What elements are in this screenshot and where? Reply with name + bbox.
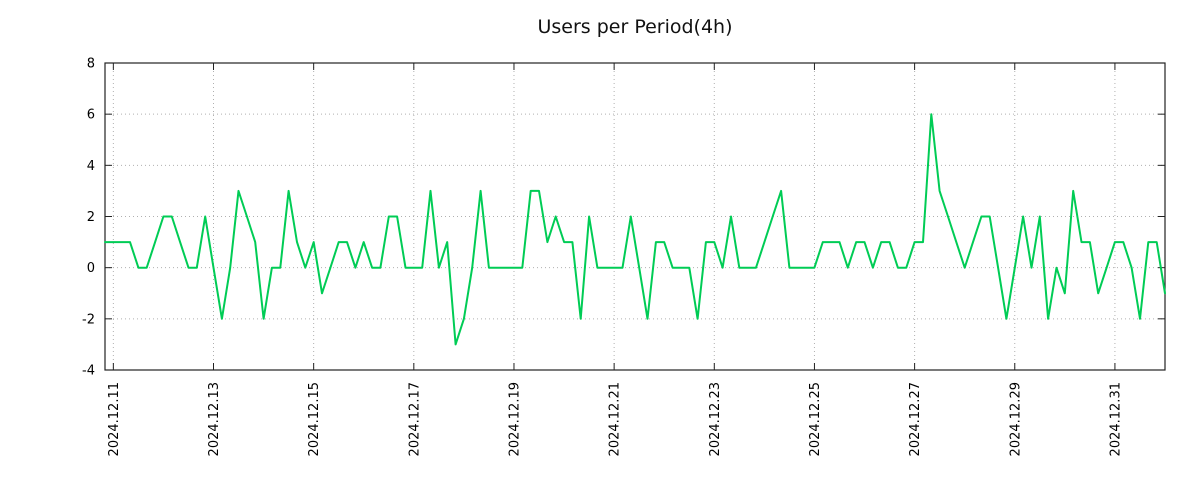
x-tick-label: 2024.12.31 [1108, 382, 1123, 456]
x-tick-label: 2024.12.21 [608, 382, 623, 456]
x-tick-label: 2024.12.29 [1008, 382, 1023, 456]
y-tick-label: 8 [87, 57, 95, 72]
y-tick-label: -4 [82, 364, 95, 379]
y-tick-label: 4 [87, 159, 95, 174]
data-line [104, 113, 1166, 346]
x-tick-label: 2024.12.13 [207, 382, 222, 456]
x-tick-label: 2024.12.27 [908, 382, 923, 456]
x-tick-label: 2024.12.19 [507, 382, 522, 456]
x-tick-label: 2024.12.17 [407, 382, 422, 456]
plot-border [104, 62, 1166, 371]
x-tick-label: 2024.12.11 [107, 382, 122, 456]
x-tick-label: 2024.12.23 [708, 382, 723, 456]
x-tick-label: 2024.12.25 [808, 382, 823, 456]
chart-title: Users per Period(4h) [537, 16, 733, 38]
y-tick-label: -2 [82, 312, 95, 327]
y-tick-label: 0 [87, 261, 95, 276]
x-tick-label: 2024.12.15 [307, 382, 322, 456]
y-tick-label: 2 [87, 210, 95, 225]
y-tick-label: 6 [87, 108, 95, 123]
